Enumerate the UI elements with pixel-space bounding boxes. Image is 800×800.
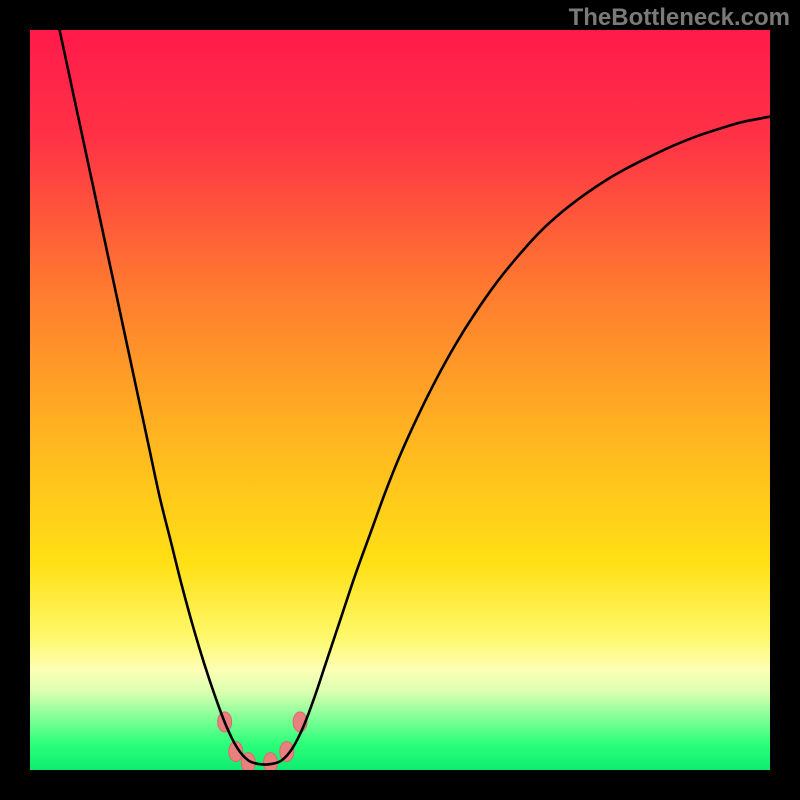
chart-background bbox=[30, 30, 770, 770]
bottleneck-chart bbox=[0, 0, 800, 800]
chart-container: TheBottleneck.com bbox=[0, 0, 800, 800]
watermark-text: TheBottleneck.com bbox=[569, 4, 790, 32]
